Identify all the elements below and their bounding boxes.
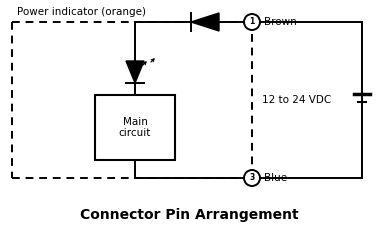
Polygon shape [191, 13, 219, 31]
Text: 12 to 24 VDC: 12 to 24 VDC [262, 95, 332, 105]
Polygon shape [126, 61, 144, 83]
Text: 3: 3 [249, 174, 255, 182]
Circle shape [244, 14, 260, 30]
Text: Main
circuit: Main circuit [119, 117, 151, 138]
Circle shape [244, 170, 260, 186]
Text: Blue: Blue [264, 173, 287, 183]
Text: Brown: Brown [264, 17, 297, 27]
Bar [95, 95, 175, 160]
Text: 1: 1 [249, 18, 255, 26]
Text: Power indicator (orange): Power indicator (orange) [17, 7, 146, 17]
Text: Connector Pin Arrangement: Connector Pin Arrangement [80, 208, 298, 222]
